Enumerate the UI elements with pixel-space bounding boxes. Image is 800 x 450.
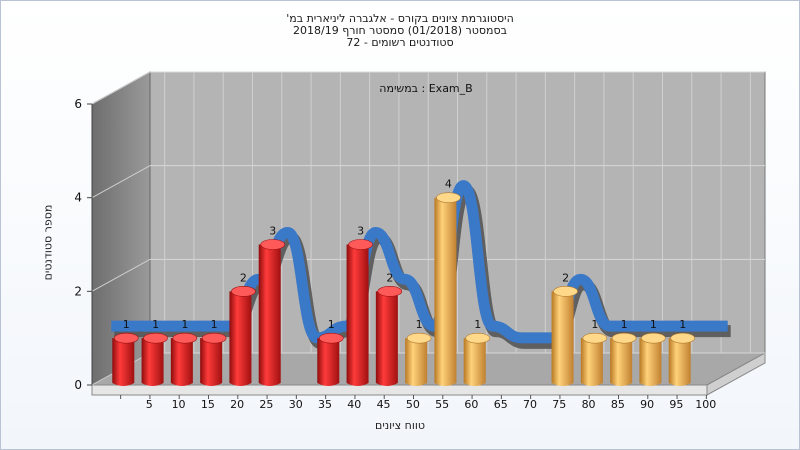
bar-value-label: 1: [181, 318, 188, 331]
bar-value-label: 1: [679, 318, 686, 331]
y-tick-label: 2: [74, 284, 82, 298]
bar: [610, 338, 633, 386]
bar-cap: [670, 332, 696, 344]
bar: [463, 338, 486, 386]
gridline-side: [91, 71, 151, 105]
bar-value-label: 3: [357, 225, 364, 238]
bar-value-label: 4: [445, 178, 452, 191]
gridline-side: [91, 165, 151, 199]
x-tick-label: 5: [146, 398, 153, 411]
x-tick-label: 95: [669, 398, 683, 411]
chart-title: היסטוגרמת ציונים בקורס - אלגברה ליניארית…: [286, 12, 514, 25]
bar-value-label: 1: [211, 318, 218, 331]
bar-value-label: 3: [269, 225, 276, 238]
y-tick-label: 4: [74, 191, 82, 205]
x-tick-label: 65: [494, 398, 508, 411]
bar-cap: [231, 286, 256, 297]
floor-right-edge: [706, 352, 766, 396]
x-tick-label: 100: [695, 398, 716, 411]
bar: [170, 338, 193, 386]
bar-value-label: 1: [474, 318, 481, 331]
x-tick-label: 50: [406, 398, 420, 411]
bar-value-label: 1: [152, 318, 159, 331]
x-tick-label: 85: [611, 398, 625, 411]
bar-value-label: 1: [328, 318, 335, 331]
bar: [112, 338, 135, 386]
y-tick-label: 0: [74, 378, 82, 392]
bar: [141, 338, 164, 386]
x-tick-label: 40: [347, 398, 361, 411]
bar-cap: [641, 332, 666, 344]
x-tick-label: 15: [201, 398, 215, 411]
bar-cap: [201, 332, 227, 344]
bar-value-label: 1: [591, 318, 598, 331]
floor: [91, 352, 766, 386]
x-tick-label: 55: [435, 398, 449, 411]
bar: [346, 244, 369, 386]
bar-cap: [172, 332, 198, 344]
bar-cap: [582, 332, 608, 344]
bar: [375, 291, 398, 386]
bar-value-label: 2: [562, 271, 569, 284]
exam-annotation: במשימה : Exam_B: [379, 82, 472, 95]
bar-cap: [406, 332, 432, 344]
bar: [200, 338, 223, 386]
bar: [405, 338, 428, 386]
bar-cap: [113, 332, 139, 344]
bar-value-label: 1: [650, 318, 657, 331]
bar-cap: [377, 286, 403, 297]
chart-subtitle-semester: בסמסטר (01/2018) סמסטר חורף 2018/19: [293, 24, 507, 37]
bar-cap: [611, 332, 637, 344]
bar: [317, 338, 340, 386]
bar-cap: [260, 239, 286, 250]
bar-cap: [436, 192, 461, 203]
floor-front-edge: [91, 384, 708, 396]
bar-cap: [318, 332, 344, 344]
bar-cap: [465, 332, 491, 344]
x-axis-label: טווח ציונים: [375, 419, 425, 432]
x-tick-label: 70: [523, 398, 537, 411]
y-tick-label: 6: [74, 97, 82, 111]
bar-value-label: 1: [416, 318, 423, 331]
bar: [668, 338, 691, 386]
bar-cap: [348, 239, 373, 250]
bar-value-label: 2: [240, 271, 247, 284]
chart-subtitle-students: סטודנטים רשומים - 72: [346, 36, 454, 49]
x-tick-label: 75: [552, 398, 566, 411]
bar: [551, 291, 574, 386]
bar-value-label: 1: [123, 318, 130, 331]
x-tick-label: 30: [289, 398, 303, 411]
x-tick-label: 45: [377, 398, 391, 411]
x-tick-label: 60: [464, 398, 478, 411]
x-tick-label: 80: [582, 398, 596, 411]
bar-cap: [143, 332, 168, 344]
x-tick-label: 35: [318, 398, 332, 411]
gridline-side: [91, 258, 151, 292]
bar: [434, 197, 457, 386]
x-tick-label: 25: [259, 398, 273, 411]
bar: [639, 338, 662, 386]
bar: [258, 244, 281, 386]
y-axis-label: מספר סטודנטים: [41, 204, 55, 281]
bar-value-label: 2: [386, 271, 393, 284]
x-tick-label: 20: [230, 398, 244, 411]
x-tick-label: 90: [640, 398, 654, 411]
bar-value-label: 1: [621, 318, 628, 331]
x-tick-label: 10: [172, 398, 186, 411]
bar-cap: [553, 286, 578, 297]
bar: [229, 291, 252, 386]
bar: [580, 338, 603, 386]
